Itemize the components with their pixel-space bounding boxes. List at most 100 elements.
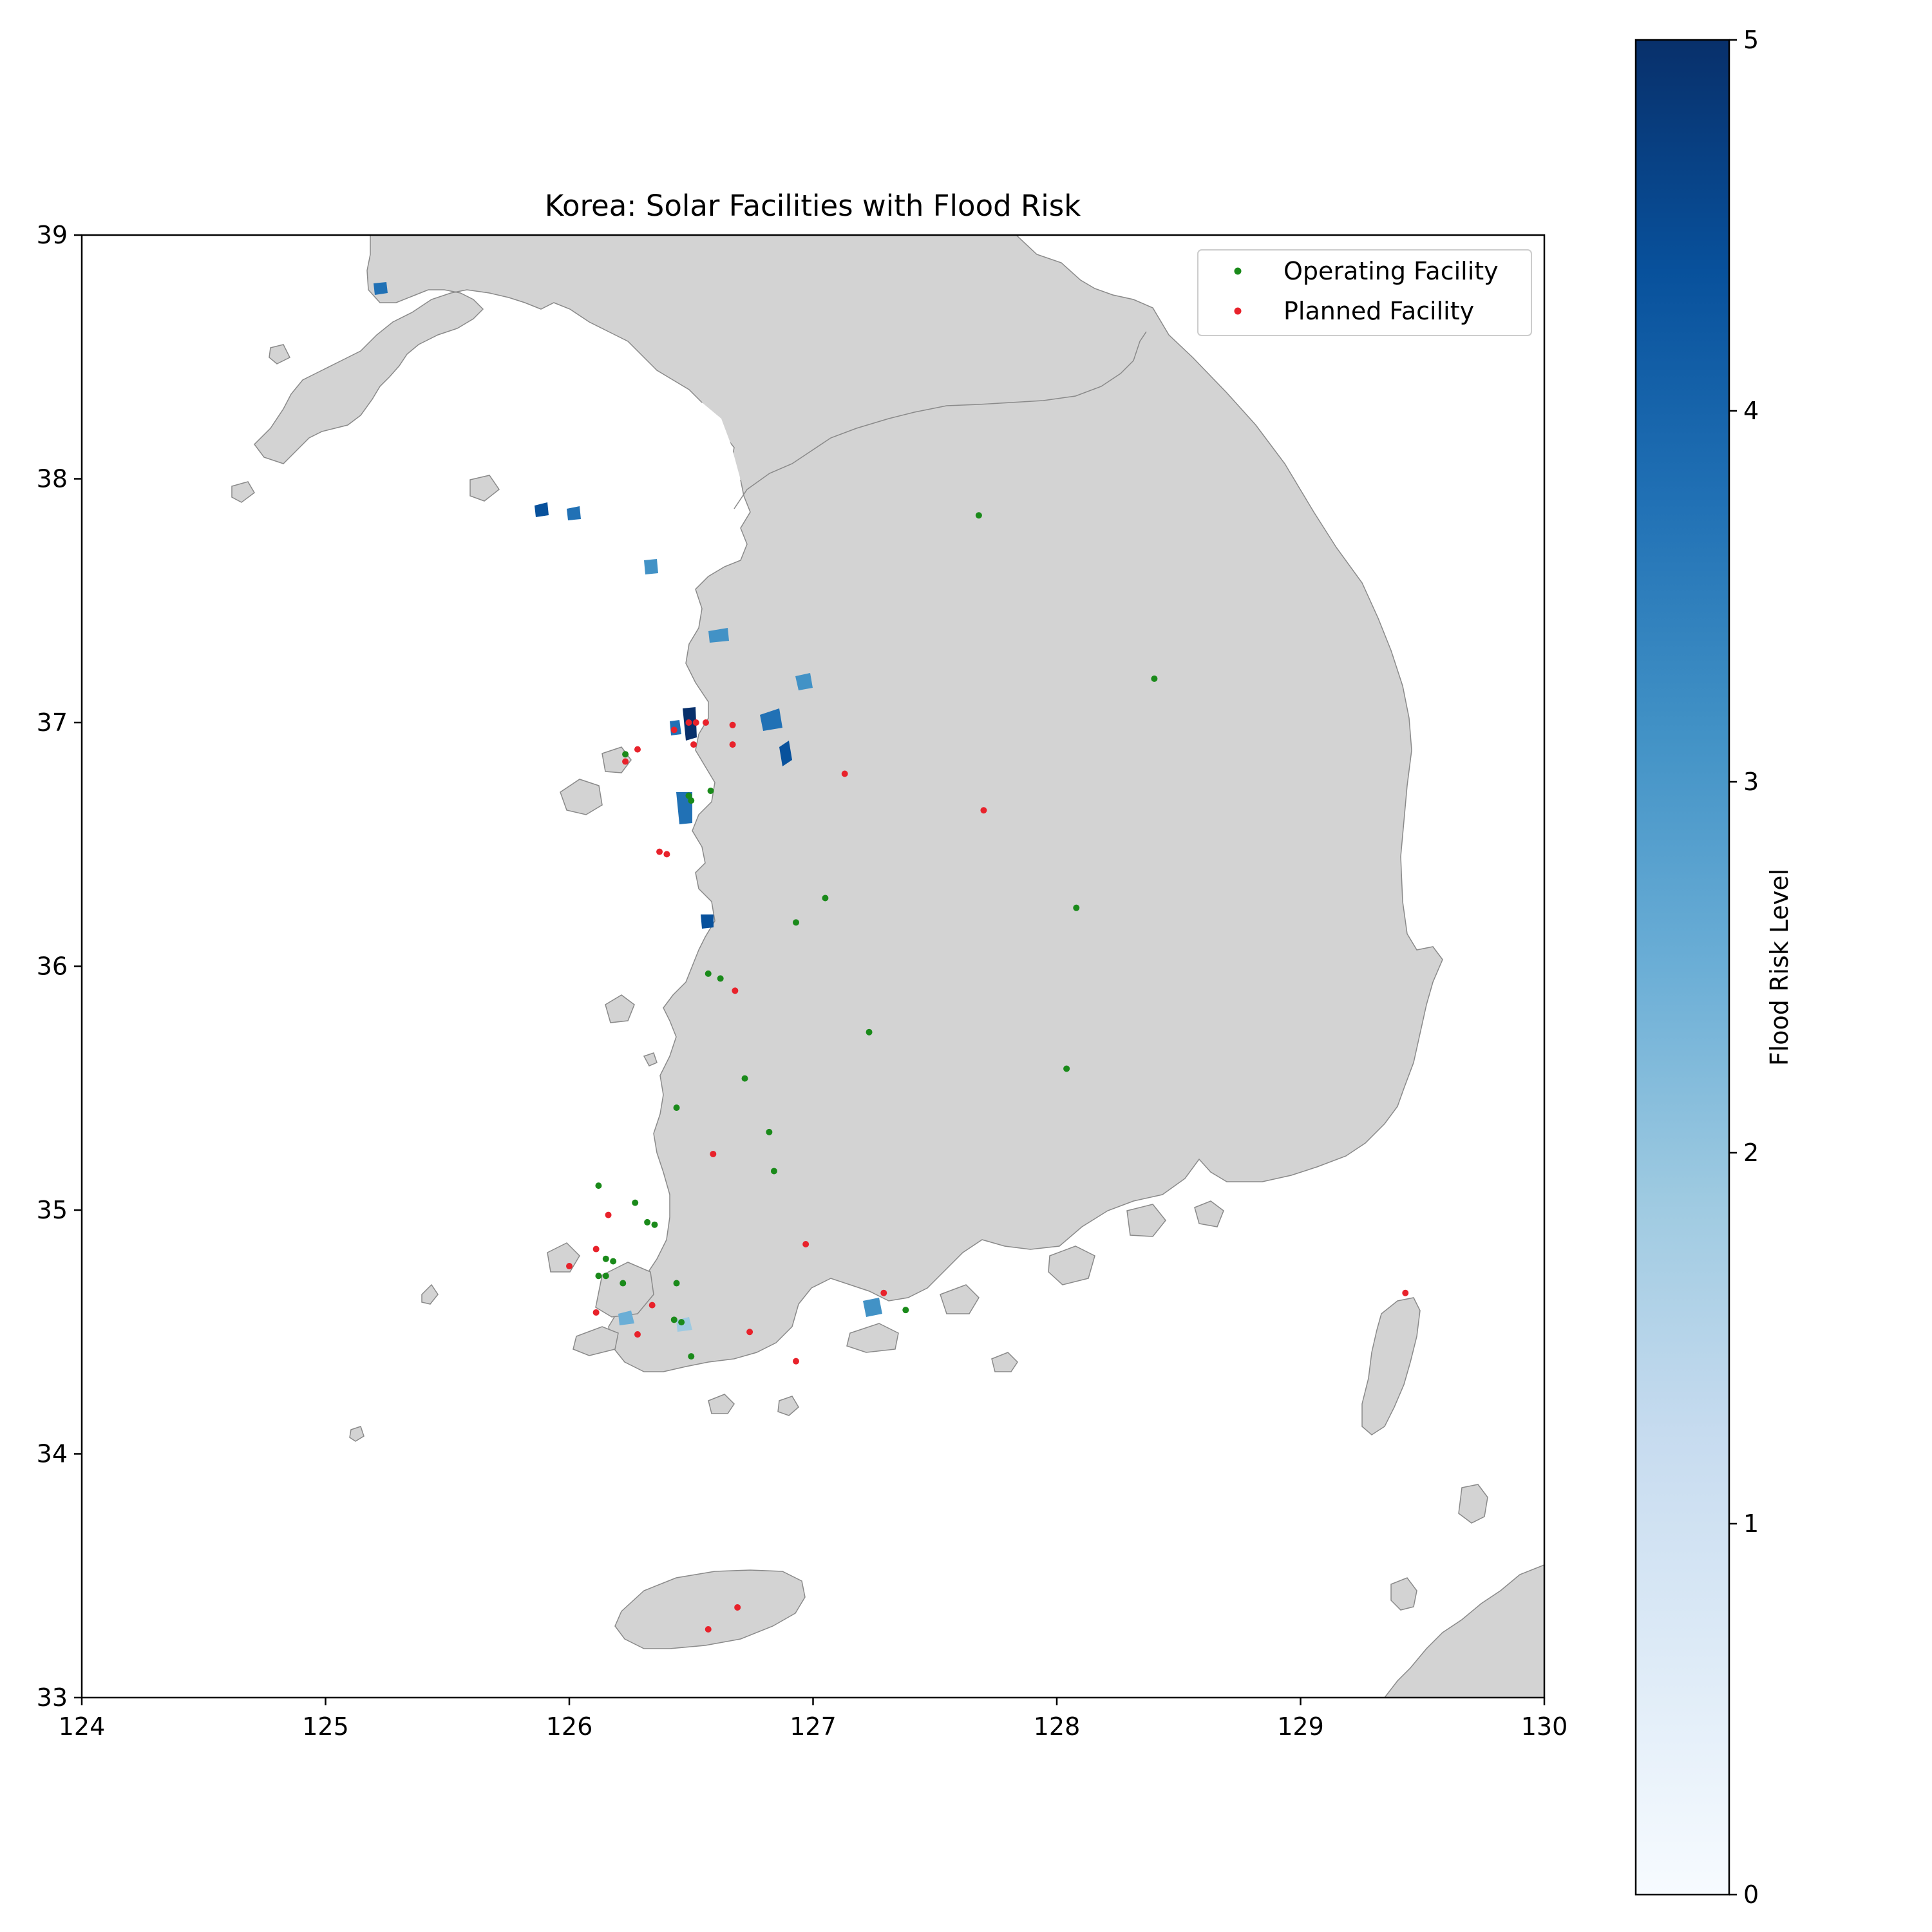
operating-facility-point (673, 1280, 680, 1287)
planned-facility-point (634, 1331, 641, 1338)
island (573, 1326, 619, 1356)
island (991, 1352, 1018, 1372)
legend-planned-label: Planned Facility (1283, 297, 1474, 325)
operating-facility-point (766, 1128, 773, 1135)
operating-facility-point (707, 787, 714, 794)
planned-facility-point (710, 1150, 717, 1157)
colorbar-tick-label: 2 (1743, 1139, 1759, 1167)
island (469, 475, 500, 502)
colorbar-tick-label: 5 (1743, 26, 1759, 54)
planned-facility-point (592, 1245, 600, 1253)
jeju-island (614, 1569, 806, 1649)
x-tick-label: 126 (546, 1712, 593, 1741)
island (846, 1323, 899, 1353)
operating-facility-point (602, 1273, 609, 1280)
operating-facility-point (822, 895, 829, 902)
operating-facility-point (770, 1168, 777, 1175)
planned-facility-point (702, 719, 709, 726)
planned-facility-point (670, 726, 677, 734)
legend: Operating Facility Planned Facility (1197, 249, 1532, 336)
planned-facility-point (980, 807, 987, 814)
y-tick-label: 34 (37, 1440, 68, 1468)
island (595, 1262, 654, 1318)
x-tick-label: 125 (302, 1712, 349, 1741)
operating-facility-point (620, 1280, 627, 1287)
island (1194, 1200, 1224, 1227)
operating-facility-point (688, 1353, 695, 1360)
island (421, 1283, 439, 1305)
dmz-border (734, 331, 1147, 509)
kyushu-coast (1384, 1564, 1544, 1698)
operating-facility-point (975, 512, 982, 519)
operating-facility-point (595, 1273, 602, 1280)
legend-box (1197, 249, 1532, 336)
planned-facility-point (802, 1240, 810, 1247)
operating-facility-point (644, 1218, 651, 1226)
flood-patch (374, 282, 388, 295)
y-tick-label: 35 (37, 1196, 68, 1224)
iki-island (1458, 1484, 1488, 1524)
x-tick-label: 130 (1521, 1712, 1568, 1741)
planned-facility-point (732, 987, 739, 994)
flood-patch (779, 741, 792, 766)
operating-facility-point (741, 1075, 748, 1082)
operating-facility-point (632, 1199, 639, 1206)
y-tick-label: 36 (37, 952, 68, 981)
planned-facility-point (880, 1289, 887, 1296)
island (708, 1394, 735, 1414)
kyushu-small-island (1390, 1577, 1417, 1611)
y-tick-label: 33 (37, 1683, 68, 1712)
operating-facility-point (595, 1182, 602, 1189)
flood-patch (644, 559, 658, 574)
island (940, 1284, 980, 1314)
operating-facility-point (1151, 675, 1158, 682)
island (1048, 1245, 1095, 1285)
planned-facility-point (685, 719, 692, 726)
islands (231, 344, 1224, 1442)
colorbar-ticks: 0 1 2 3 4 5 (1729, 26, 1759, 1909)
x-tick-label: 124 (59, 1712, 106, 1741)
island (777, 1396, 799, 1416)
island (1126, 1204, 1166, 1237)
x-axis: 124 125 126 127 128 129 130 (59, 1698, 1568, 1741)
y-axis: 33 34 35 36 37 38 39 (37, 221, 82, 1712)
y-tick-label: 38 (37, 465, 68, 493)
map-layer (231, 235, 1544, 1698)
operating-facility-point (602, 1255, 609, 1262)
operating-facility-point (622, 751, 629, 758)
y-tick-label: 39 (37, 221, 68, 249)
colorbar-tick-label: 3 (1743, 768, 1759, 796)
legend-planned-marker (1234, 307, 1242, 315)
planned-facility-point (734, 1604, 741, 1611)
operating-facility-point (670, 1316, 677, 1323)
flood-patch (795, 673, 813, 690)
colorbar-tick-label: 4 (1743, 397, 1759, 425)
x-tick-label: 129 (1277, 1712, 1324, 1741)
legend-operating-label: Operating Facility (1283, 257, 1499, 285)
planned-facility-point (592, 1309, 600, 1316)
facility-points (566, 512, 1409, 1633)
planned-facility-point (746, 1329, 753, 1336)
operating-facility-point (793, 919, 800, 926)
colorbar-label: Flood Risk Level (1765, 869, 1794, 1066)
operating-facility-point (688, 797, 695, 804)
operating-facility-point (610, 1258, 617, 1265)
planned-facility-point (634, 746, 641, 753)
planned-facility-point (690, 741, 697, 748)
operating-facility-point (902, 1307, 909, 1314)
colorbar-gradient (1634, 39, 1730, 1896)
flood-patch (708, 628, 729, 643)
island (560, 779, 603, 815)
planned-facility-point (841, 770, 848, 777)
operating-facility-point (717, 975, 724, 982)
operating-facility-point (651, 1221, 658, 1228)
flood-patch (567, 506, 581, 520)
island (269, 344, 291, 365)
operating-facility-point (705, 970, 712, 977)
colorbar-tick-label: 0 (1743, 1880, 1759, 1909)
planned-facility-point (622, 758, 629, 765)
flood-patch (863, 1298, 882, 1317)
flood-patch (701, 914, 714, 929)
island (231, 481, 255, 503)
